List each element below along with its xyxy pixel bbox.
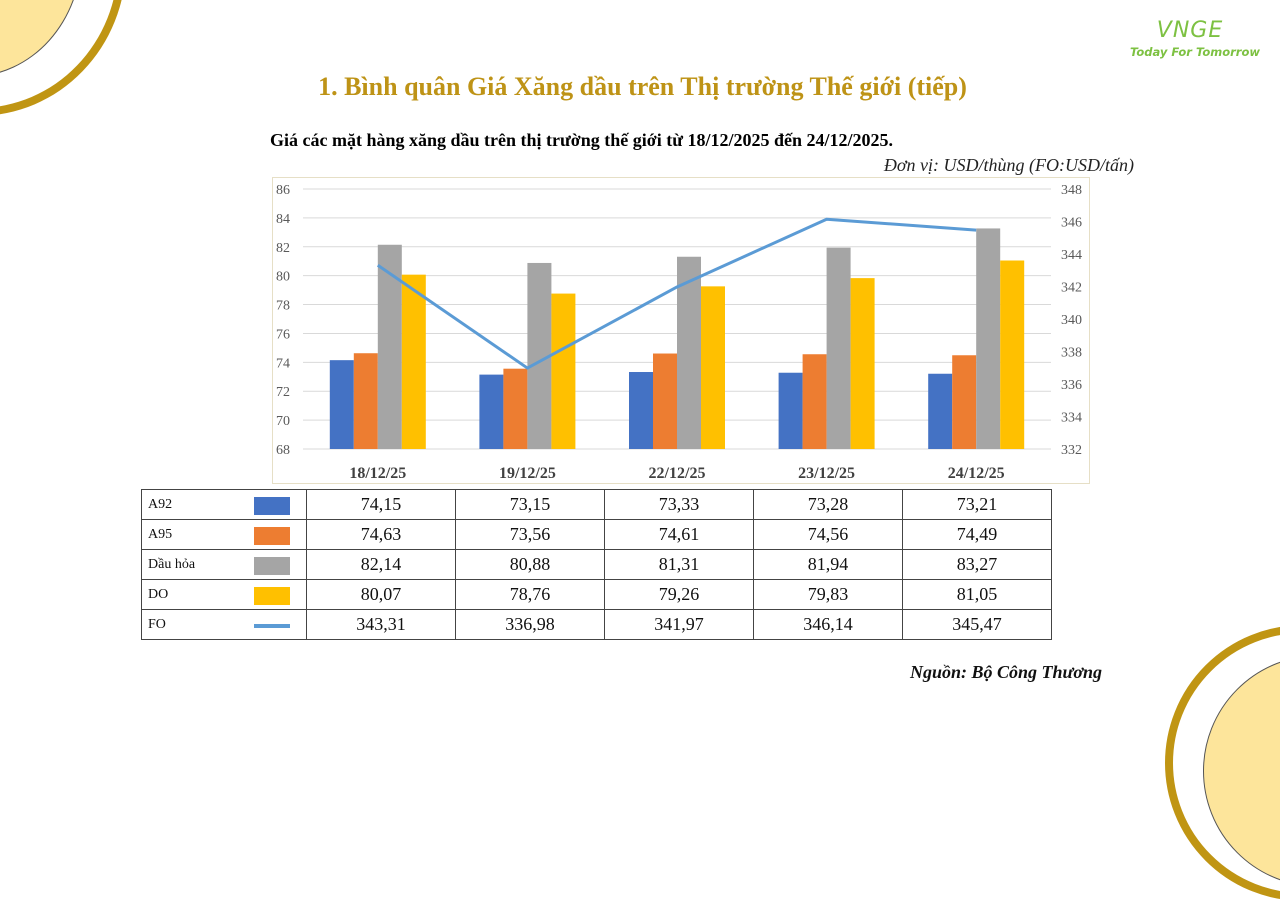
bar-do — [850, 278, 875, 449]
bar-do — [1000, 260, 1025, 449]
bar-a92 — [629, 372, 653, 449]
table-cell: 81,31 — [604, 549, 754, 580]
table-cell: 81,05 — [902, 579, 1052, 610]
left-axis-tick: 68 — [276, 443, 290, 458]
table-cell: 83,27 — [902, 549, 1052, 580]
source-note: Nguồn: Bộ Công Thương — [910, 662, 1102, 682]
bar-a95 — [952, 355, 977, 449]
table-cell: 73,56 — [455, 519, 605, 550]
x-axis-label: 24/12/25 — [948, 465, 1005, 482]
line-fo — [376, 217, 977, 370]
right-axis-tick: 336 — [1061, 378, 1082, 393]
table-cell: 73,21 — [902, 489, 1052, 520]
table-cell: 80,88 — [455, 549, 605, 580]
legend-swatch-cell — [238, 489, 307, 520]
table-cell: 345,47 — [902, 609, 1052, 640]
logo-tagline: Today For Tomorrow — [1130, 45, 1260, 59]
combo-chart: 68 70 72 74 76 78 80 82 84 86 332 334 336 338 340 342 34… — [272, 177, 1090, 484]
table-cell: 73,28 — [753, 489, 903, 520]
table-cell: 73,15 — [455, 489, 605, 520]
series-name: A95 — [141, 519, 238, 550]
table-cell: 73,33 — [604, 489, 754, 520]
bar-dầu-hỏa — [377, 244, 402, 449]
unit-note: Đơn vị: USD/thùng (FO:USD/tấn) — [883, 155, 1134, 175]
table-row: FO 343,31 336,98 341,97 346,14 345,47 — [141, 609, 1052, 640]
right-axis-tick: 332 — [1061, 443, 1082, 458]
legend-swatch-cell — [238, 519, 307, 550]
right-axis-tick: 346 — [1061, 216, 1082, 231]
left-axis-tick: 80 — [276, 270, 290, 285]
bar-a95 — [653, 353, 677, 449]
bar-do — [701, 286, 725, 449]
series-name: A92 — [141, 489, 238, 520]
bar-a95 — [503, 368, 528, 449]
legend-square-icon — [254, 526, 290, 545]
table-cell: 74,49 — [902, 519, 1052, 550]
table-cell: 74,63 — [306, 519, 456, 550]
legend-swatch-cell — [238, 609, 307, 640]
left-axis-tick: 86 — [276, 183, 290, 198]
x-axis-label: 23/12/25 — [798, 465, 855, 482]
bar-dầu-hỏa — [677, 256, 701, 449]
bar-a95 — [802, 354, 827, 449]
logo-mark: VNGE — [1156, 18, 1224, 43]
bar-do — [551, 293, 576, 449]
table-cell: 74,56 — [753, 519, 903, 550]
data-legend-table: A92 74,15 73,15 73,33 73,28 73,21 A95 74,63 73,5… — [141, 489, 1052, 640]
x-axis-label: 18/12/25 — [349, 465, 406, 482]
right-axis-tick: 348 — [1061, 183, 1082, 198]
left-axis-tick: 78 — [276, 299, 290, 314]
legend-square-icon — [254, 496, 290, 515]
page-title: 1. Bình quân Giá Xăng dầu trên Thị trườn… — [318, 72, 967, 101]
legend-swatch-cell — [238, 549, 307, 580]
series-name: FO — [141, 609, 238, 640]
table-cell: 78,76 — [455, 579, 605, 610]
x-axis-label: 19/12/25 — [499, 465, 556, 482]
bar-dầu-hỏa — [826, 247, 851, 449]
right-axis-tick: 334 — [1061, 411, 1082, 426]
legend-swatch-cell — [238, 579, 307, 610]
chart-title: Giá các mặt hàng xăng dầu trên thị trườn… — [270, 130, 894, 150]
right-axis-tick: 340 — [1061, 313, 1082, 328]
table-cell: 336,98 — [455, 609, 605, 640]
bar-a92 — [778, 372, 803, 449]
vnge-logo: VNGE Today For Tomorrow — [1125, 18, 1265, 59]
bar-a95 — [353, 353, 378, 449]
table-cell: 74,15 — [306, 489, 456, 520]
legend-square-icon — [254, 556, 290, 575]
chart-canvas: 68 70 72 74 76 78 80 82 84 86 332 334 336 338 340 342 34… — [276, 183, 1082, 482]
left-axis-tick: 70 — [276, 414, 290, 429]
left-axis-tick: 84 — [276, 212, 290, 227]
table-cell: 82,14 — [306, 549, 456, 580]
bar-do — [401, 274, 426, 449]
table-cell: 79,26 — [604, 579, 754, 610]
legend-square-icon — [254, 586, 290, 605]
table-cell: 74,61 — [604, 519, 754, 550]
table-cell: 79,83 — [753, 579, 903, 610]
right-axis-tick: 338 — [1061, 346, 1082, 361]
bar-a92 — [479, 374, 504, 449]
table-row: Dầu hỏa 82,14 80,88 81,31 81,94 83,27 — [141, 549, 1052, 580]
series-name: DO — [141, 579, 238, 610]
table-row: A92 74,15 73,15 73,33 73,28 73,21 — [141, 489, 1052, 520]
table-cell: 341,97 — [604, 609, 754, 640]
left-axis-tick: 74 — [276, 356, 290, 371]
right-axis-tick: 342 — [1061, 281, 1082, 296]
right-axis-tick: 344 — [1061, 248, 1082, 263]
series-name: Dầu hỏa — [141, 549, 238, 580]
bar-a92 — [329, 360, 354, 449]
bar-dầu-hỏa — [976, 228, 1001, 449]
table-cell: 81,94 — [753, 549, 903, 580]
table-cell: 343,31 — [306, 609, 456, 640]
legend-line-icon — [254, 623, 290, 628]
bar-a92 — [928, 373, 953, 449]
table-row: DO 80,07 78,76 79,26 79,83 81,05 — [141, 579, 1052, 610]
table-cell: 346,14 — [753, 609, 903, 640]
left-axis-tick: 72 — [276, 385, 290, 400]
left-axis-tick: 82 — [276, 241, 290, 256]
left-axis-tick: 76 — [276, 327, 290, 342]
table-row: A95 74,63 73,56 74,61 74,56 74,49 — [141, 519, 1052, 550]
table-cell: 80,07 — [306, 579, 456, 610]
x-axis-label: 22/12/25 — [649, 465, 706, 482]
